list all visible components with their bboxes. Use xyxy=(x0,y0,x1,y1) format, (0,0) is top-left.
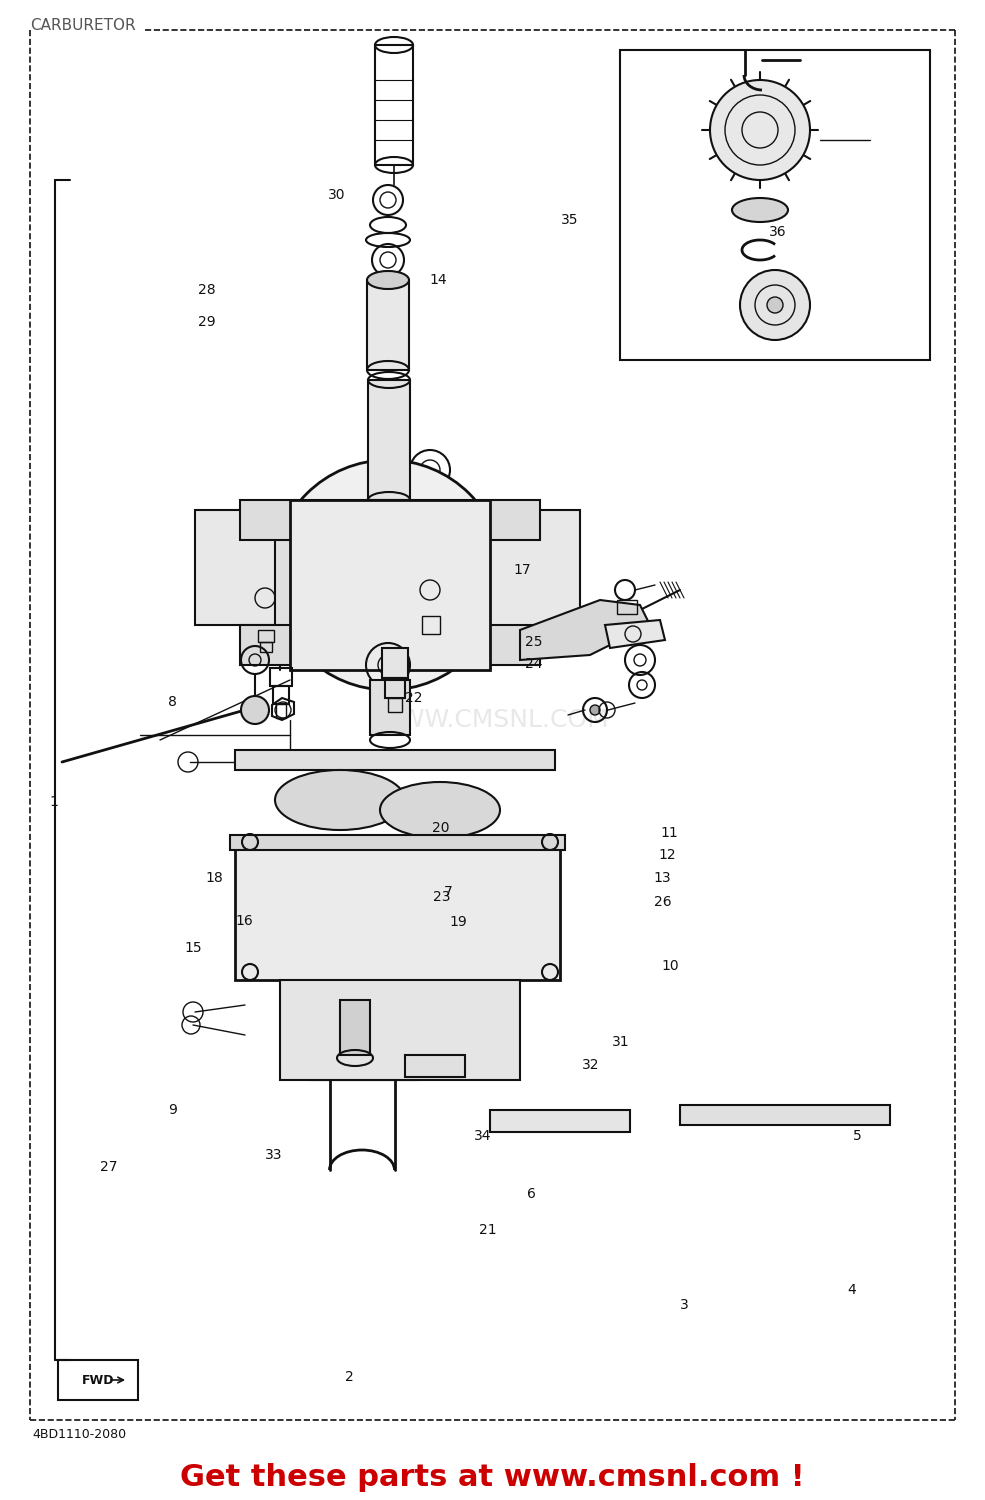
Text: 14: 14 xyxy=(429,273,447,288)
Circle shape xyxy=(740,270,810,340)
Text: 31: 31 xyxy=(612,1035,629,1050)
Bar xyxy=(617,600,637,613)
Bar xyxy=(258,630,274,642)
Bar xyxy=(260,642,272,652)
Text: 8: 8 xyxy=(167,694,177,709)
Bar xyxy=(385,678,405,698)
Bar xyxy=(195,510,275,626)
Text: 7: 7 xyxy=(444,885,452,900)
Text: 32: 32 xyxy=(582,1058,600,1072)
Ellipse shape xyxy=(323,550,453,600)
Text: 20: 20 xyxy=(431,821,449,836)
Bar xyxy=(340,1000,370,1054)
Ellipse shape xyxy=(275,770,405,830)
Bar xyxy=(273,686,289,703)
Bar xyxy=(235,750,555,770)
Circle shape xyxy=(767,297,783,314)
Text: 4BD1110-2080: 4BD1110-2080 xyxy=(32,1428,126,1442)
Circle shape xyxy=(273,460,503,690)
Text: 29: 29 xyxy=(198,315,216,330)
Circle shape xyxy=(710,80,810,180)
Bar xyxy=(370,680,410,735)
Circle shape xyxy=(590,705,600,716)
Text: 23: 23 xyxy=(432,890,450,904)
Text: 24: 24 xyxy=(525,657,543,672)
Text: FWD: FWD xyxy=(82,1374,114,1386)
Text: 1: 1 xyxy=(49,795,59,810)
Ellipse shape xyxy=(380,782,500,838)
Text: 22: 22 xyxy=(405,690,423,705)
Ellipse shape xyxy=(732,198,788,222)
Bar xyxy=(620,50,930,360)
Bar xyxy=(490,510,580,630)
Ellipse shape xyxy=(367,272,409,290)
Text: 3: 3 xyxy=(681,1298,689,1312)
Text: 4: 4 xyxy=(848,1282,856,1298)
Bar xyxy=(367,280,409,370)
Text: 27: 27 xyxy=(99,1160,117,1174)
Text: CARBURETOR: CARBURETOR xyxy=(30,18,136,33)
Text: 28: 28 xyxy=(198,282,216,297)
Bar xyxy=(375,45,413,165)
Bar xyxy=(490,1110,630,1132)
Bar xyxy=(270,668,292,686)
Circle shape xyxy=(241,696,269,724)
Text: 30: 30 xyxy=(328,188,346,202)
Text: 13: 13 xyxy=(653,870,671,885)
Bar xyxy=(290,500,490,670)
Ellipse shape xyxy=(220,503,320,633)
Text: 5: 5 xyxy=(853,1128,861,1143)
Text: WWW.CMSNL.COM: WWW.CMSNL.COM xyxy=(375,708,609,732)
Bar xyxy=(368,380,410,500)
Text: 26: 26 xyxy=(654,894,672,909)
Text: 6: 6 xyxy=(527,1186,537,1202)
Bar xyxy=(230,836,565,850)
Bar xyxy=(422,616,440,634)
Bar xyxy=(240,626,540,664)
Text: 34: 34 xyxy=(474,1128,492,1143)
Text: 33: 33 xyxy=(265,1148,283,1162)
Bar xyxy=(680,1106,890,1125)
Text: 25: 25 xyxy=(525,634,543,650)
Text: Get these parts at www.cmsnl.com !: Get these parts at www.cmsnl.com ! xyxy=(179,1464,805,1492)
Text: 12: 12 xyxy=(658,847,676,862)
Bar xyxy=(405,1054,465,1077)
Bar xyxy=(382,648,408,678)
Bar xyxy=(280,980,520,1080)
Text: 9: 9 xyxy=(167,1102,177,1118)
Bar xyxy=(388,698,402,712)
Text: 11: 11 xyxy=(661,825,679,840)
Text: 21: 21 xyxy=(479,1222,496,1238)
Text: 18: 18 xyxy=(206,870,224,885)
Text: 10: 10 xyxy=(661,958,679,974)
Bar xyxy=(240,500,540,540)
Text: 16: 16 xyxy=(235,914,253,928)
Text: 35: 35 xyxy=(560,213,578,228)
Bar xyxy=(58,1360,138,1400)
Polygon shape xyxy=(605,620,665,648)
Polygon shape xyxy=(520,600,650,660)
Text: 36: 36 xyxy=(769,225,787,240)
Bar xyxy=(276,704,286,718)
Text: 17: 17 xyxy=(513,562,531,578)
Text: 19: 19 xyxy=(449,915,467,930)
Bar xyxy=(235,840,560,980)
Text: 15: 15 xyxy=(184,940,202,956)
Text: 2: 2 xyxy=(346,1370,354,1384)
